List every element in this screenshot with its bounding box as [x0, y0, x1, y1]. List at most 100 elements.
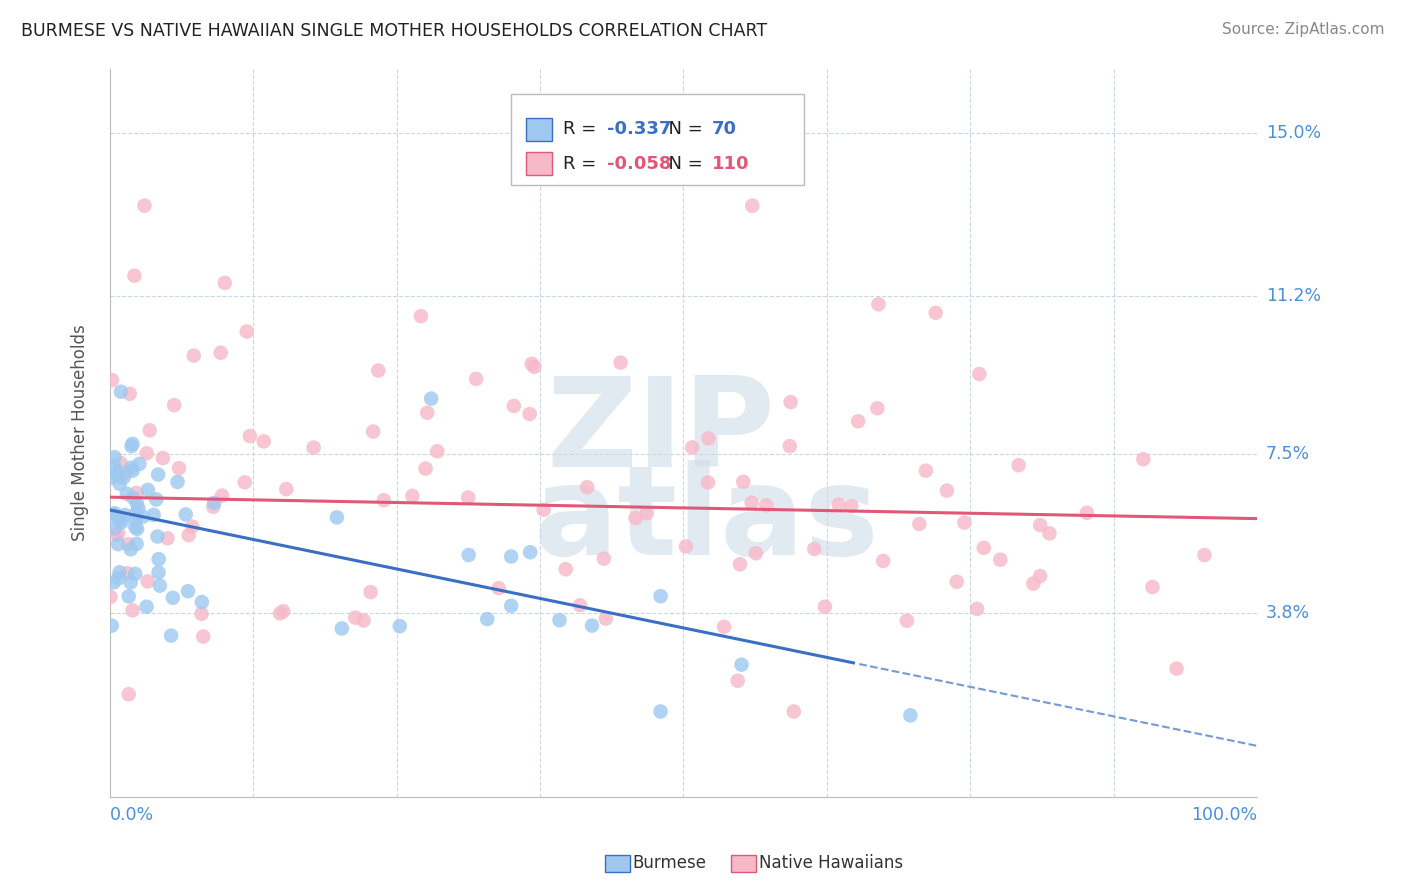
Point: [783, 705, 806, 719]
Point: [136, 483, 159, 497]
Point: [426, 444, 449, 458]
Text: 100.0%: 100.0%: [1191, 806, 1257, 824]
Point: [202, 496, 225, 510]
Point: [672, 156, 695, 170]
Point: [409, 309, 432, 323]
Point: [177, 584, 200, 599]
Point: [108, 514, 131, 528]
Point: [269, 607, 291, 621]
Bar: [526, 153, 551, 176]
Text: 3.8%: 3.8%: [1265, 604, 1310, 622]
Point: [477, 612, 499, 626]
Point: [1166, 662, 1188, 676]
Point: [103, 521, 125, 535]
Point: [741, 496, 763, 510]
Point: [167, 461, 190, 475]
Point: [101, 373, 124, 387]
Point: [1038, 526, 1060, 541]
Point: [697, 431, 720, 445]
Point: [120, 575, 142, 590]
Point: [745, 546, 768, 560]
Point: [202, 500, 225, 514]
Point: [650, 589, 672, 603]
Point: [741, 199, 763, 213]
Point: [104, 450, 127, 465]
Point: [330, 622, 353, 636]
Point: [271, 604, 294, 618]
Point: [353, 614, 375, 628]
Point: [779, 395, 801, 409]
Point: [828, 498, 851, 512]
Point: [868, 297, 890, 311]
Point: [779, 439, 801, 453]
Point: [112, 470, 135, 484]
Point: [253, 434, 276, 449]
Point: [120, 460, 142, 475]
Text: 110: 110: [711, 155, 749, 173]
Point: [915, 464, 938, 478]
Text: ZIP: ZIP: [546, 372, 775, 493]
Point: [103, 508, 125, 522]
Point: [233, 475, 256, 490]
Point: [134, 199, 156, 213]
Point: [127, 522, 149, 536]
Point: [326, 510, 349, 524]
Point: [138, 423, 160, 437]
Point: [191, 595, 214, 609]
Point: [132, 509, 155, 524]
Point: [235, 325, 257, 339]
Point: [100, 590, 122, 604]
Point: [727, 673, 749, 688]
Point: [110, 456, 132, 470]
Point: [107, 537, 129, 551]
Point: [488, 581, 510, 595]
Point: [211, 489, 233, 503]
Point: [713, 620, 735, 634]
Point: [156, 531, 179, 545]
Point: [501, 549, 523, 564]
Point: [124, 268, 146, 283]
Point: [125, 537, 148, 551]
Text: 15.0%: 15.0%: [1265, 124, 1322, 142]
Point: [935, 483, 957, 498]
Text: atlas: atlas: [533, 459, 879, 581]
Text: 7.5%: 7.5%: [1265, 445, 1310, 463]
Point: [166, 475, 188, 489]
Point: [969, 367, 991, 381]
Point: [125, 496, 148, 510]
Point: [733, 475, 755, 489]
Point: [108, 476, 131, 491]
Point: [803, 541, 825, 556]
Point: [908, 516, 931, 531]
Point: [149, 579, 172, 593]
Point: [135, 446, 157, 460]
Point: [163, 398, 186, 412]
Point: [135, 599, 157, 614]
Point: [103, 575, 125, 590]
Point: [124, 512, 146, 526]
Point: [103, 458, 125, 472]
Point: [681, 441, 703, 455]
Point: [519, 545, 541, 559]
Point: [501, 599, 523, 613]
Point: [174, 508, 197, 522]
Point: [125, 506, 148, 520]
Point: [988, 552, 1011, 566]
Point: [846, 414, 869, 428]
Point: [124, 566, 146, 581]
Point: [104, 506, 127, 520]
Text: -0.058: -0.058: [606, 155, 671, 173]
Point: [121, 603, 143, 617]
Text: -0.337: -0.337: [606, 120, 671, 138]
Point: [107, 526, 129, 541]
Text: 11.2%: 11.2%: [1265, 286, 1322, 305]
Text: Native Hawaiians: Native Hawaiians: [759, 855, 904, 872]
Point: [111, 515, 134, 529]
Point: [1022, 576, 1045, 591]
Point: [697, 475, 720, 490]
Point: [114, 508, 136, 522]
Point: [953, 516, 976, 530]
Text: BURMESE VS NATIVE HAWAIIAN SINGLE MOTHER HOUSEHOLDS CORRELATION CHART: BURMESE VS NATIVE HAWAIIAN SINGLE MOTHER…: [21, 22, 768, 40]
Point: [465, 372, 488, 386]
Point: [523, 359, 546, 374]
